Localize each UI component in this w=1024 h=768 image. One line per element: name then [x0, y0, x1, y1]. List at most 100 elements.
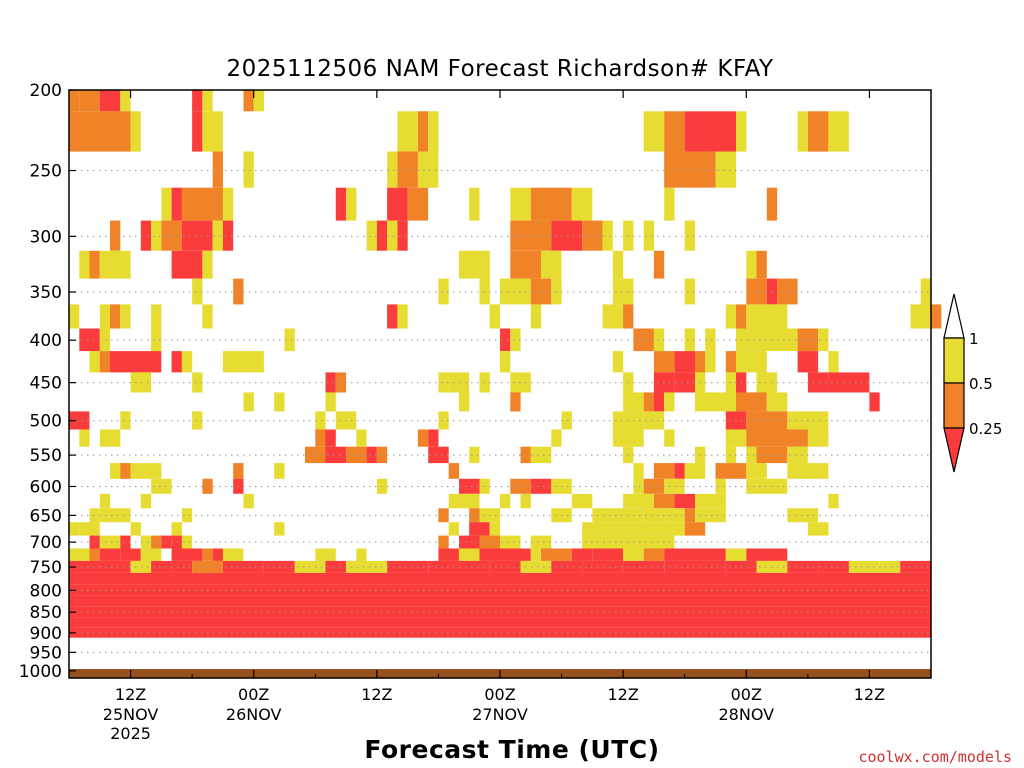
ri-cell: [684, 522, 706, 536]
ri-cell: [633, 463, 644, 479]
ri-cell: [120, 411, 131, 430]
ri-cell: [356, 429, 367, 447]
ri-cell: [335, 187, 347, 221]
ri-cell: [438, 411, 449, 430]
ri-cell: [725, 446, 737, 464]
ri-cell: [653, 250, 665, 279]
ri-cell: [746, 278, 767, 305]
ri-cell: [479, 548, 500, 561]
ri-cell: [612, 278, 634, 305]
ri-cell: [89, 548, 100, 561]
ri-cell: [500, 493, 511, 509]
ri-cell: [79, 522, 100, 536]
ri-cell: [120, 90, 131, 112]
ri-cell: [695, 508, 726, 523]
ri-cell: [653, 522, 685, 536]
ri-cell: [110, 351, 162, 373]
ri-cell: [89, 535, 100, 549]
ri-cell: [212, 220, 223, 251]
ri-cell: [674, 372, 695, 393]
ri-cell: [69, 595, 931, 607]
ri-cell: [582, 522, 613, 536]
ri-cell: [253, 90, 264, 112]
ri-cell: [181, 508, 193, 523]
ri-cell: [110, 463, 121, 479]
ri-cell: [110, 220, 121, 251]
ri-cell: [736, 392, 767, 412]
ri-cell: [612, 429, 644, 447]
ri-cell: [684, 508, 695, 523]
ri-cell: [756, 372, 777, 393]
ri-cell: [438, 508, 449, 523]
ri-cell: [202, 304, 213, 329]
ri-cell: [120, 548, 141, 561]
ri-cell: [695, 548, 726, 561]
ri-cell: [541, 548, 572, 561]
ri-cell: [725, 351, 737, 373]
ri-cell: [623, 548, 644, 561]
ri-cell: [69, 584, 931, 596]
ri-cell: [171, 522, 182, 536]
ri-cell: [653, 351, 675, 373]
ri-cell: [828, 111, 849, 152]
ri-cell: [582, 220, 603, 251]
ri-cell: [602, 220, 613, 251]
ri-cell: [69, 606, 931, 618]
ri-cell: [315, 429, 326, 447]
ri-cell: [541, 250, 562, 279]
ri-cell: [653, 493, 675, 509]
ri-cell: [643, 508, 665, 523]
ri-cell: [438, 535, 449, 549]
ri-cell: [807, 429, 829, 447]
ri-cell: [181, 220, 213, 251]
ri-cell: [797, 351, 819, 373]
xtick-hour: 00Z: [731, 685, 762, 704]
ri-cell: [664, 187, 675, 221]
ri-cell: [438, 548, 459, 561]
ri-cell: [428, 560, 459, 573]
ri-cell: [695, 493, 726, 509]
ri-cell: [530, 478, 552, 494]
ri-cell: [787, 463, 829, 479]
colorbar-bottom-arrow: [943, 427, 965, 473]
ri-cell: [746, 478, 788, 494]
ri-cell: [725, 304, 737, 329]
ri-cell: [387, 187, 408, 221]
ri-cell: [202, 250, 213, 279]
ri-cell: [571, 493, 593, 509]
ri-cell: [828, 351, 839, 373]
ri-cell: [387, 560, 429, 573]
ri-cell: [89, 560, 131, 573]
ri-cell: [335, 372, 347, 393]
xtick-hour: 00Z: [238, 685, 269, 704]
ri-cell: [746, 411, 788, 430]
ri-cell: [684, 278, 695, 305]
ri-cell: [161, 535, 172, 549]
ri-cell: [79, 328, 100, 352]
ri-cell: [407, 187, 429, 221]
ri-cell: [664, 429, 675, 447]
ri-cell: [602, 535, 634, 549]
ri-cell: [171, 548, 203, 561]
ri-cell: [417, 151, 439, 188]
ri-cell: [69, 411, 90, 430]
ri-cell: [643, 111, 665, 152]
ri-cell: [284, 328, 295, 352]
ri-cell: [592, 548, 624, 561]
ri-cell: [510, 372, 531, 393]
ri-cell: [99, 250, 131, 279]
ri-cell: [705, 328, 716, 352]
ri-cell: [643, 478, 665, 494]
ri-cell: [448, 522, 459, 536]
xtick-year: 2025: [110, 724, 151, 743]
ri-cell: [530, 304, 542, 329]
xtick-date: 28NOV: [718, 705, 774, 724]
ri-cell: [151, 220, 162, 251]
ri-cell: [459, 548, 480, 561]
ri-cell: [551, 429, 562, 447]
ri-cell: [243, 151, 254, 188]
ytick-label: 400: [30, 331, 62, 351]
ri-cell: [151, 328, 162, 352]
ri-cell: [695, 560, 726, 573]
ri-cell: [99, 429, 121, 447]
